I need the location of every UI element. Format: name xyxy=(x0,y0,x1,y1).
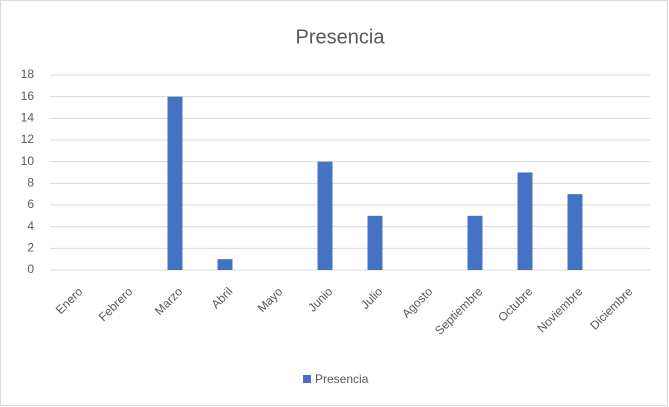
bar xyxy=(367,215,383,270)
bar xyxy=(167,96,183,271)
bar xyxy=(467,215,483,270)
y-tick-label: 10 xyxy=(21,154,35,168)
bar xyxy=(567,194,583,270)
bar xyxy=(217,259,233,270)
y-tick-label: 6 xyxy=(27,197,34,211)
bar xyxy=(317,161,333,270)
y-tick-label: 8 xyxy=(27,176,34,190)
chart-title: Presencia xyxy=(296,26,386,48)
y-tick-label: 2 xyxy=(27,241,34,255)
legend-label: Presencia xyxy=(315,372,369,386)
y-tick-label: 14 xyxy=(21,111,35,125)
y-tick-label: 12 xyxy=(21,132,35,146)
y-tick-label: 0 xyxy=(27,262,34,276)
bar xyxy=(517,172,533,270)
y-tick-label: 18 xyxy=(21,67,35,81)
y-tick-label: 4 xyxy=(27,219,34,233)
y-tick-label: 16 xyxy=(21,89,35,103)
legend-swatch xyxy=(303,375,311,383)
